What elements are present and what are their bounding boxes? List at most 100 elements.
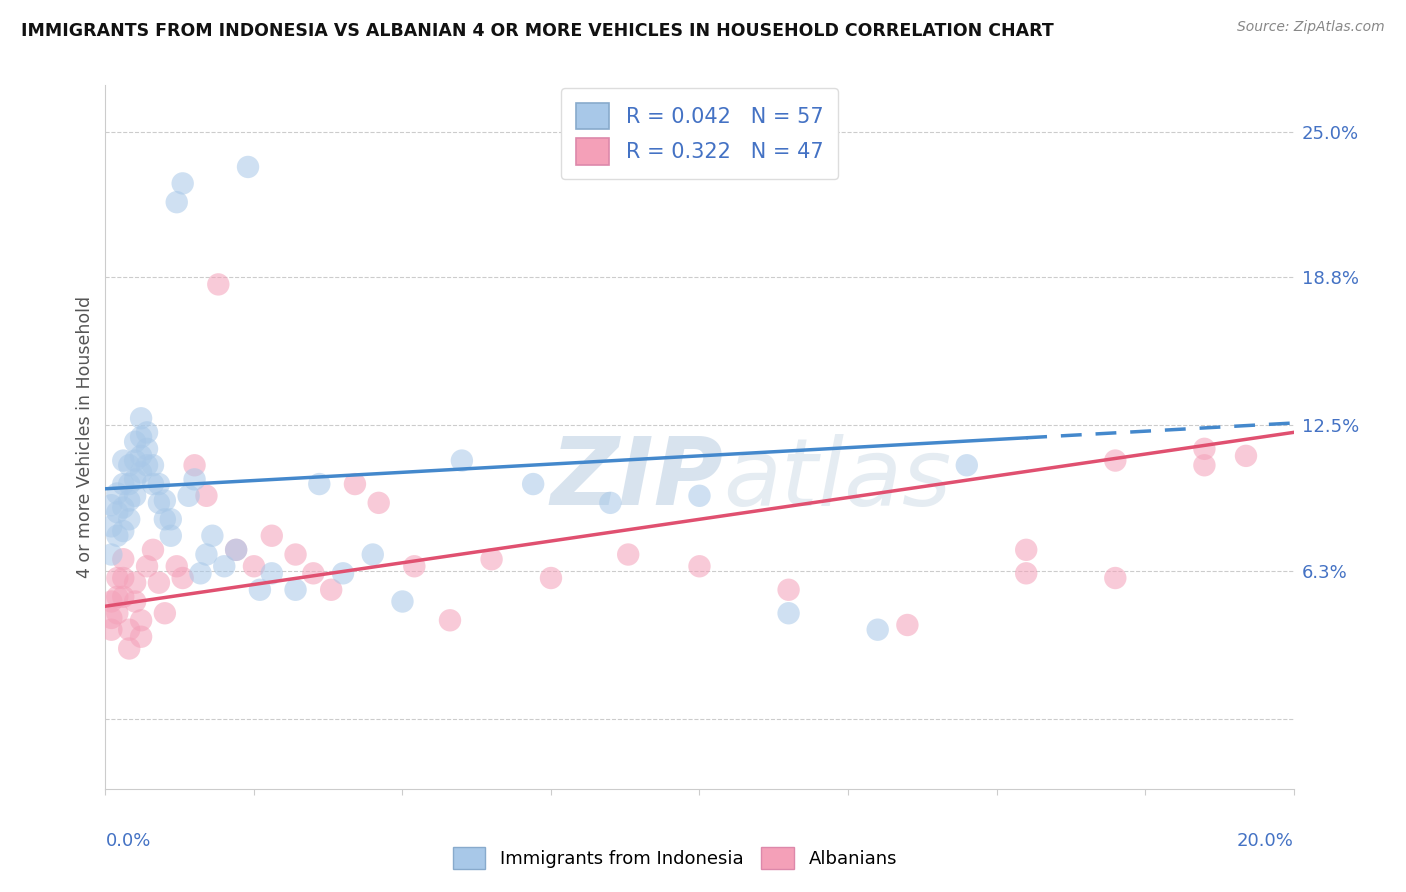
Point xyxy=(112,590,135,604)
Legend: R = 0.042   N = 57, R = 0.322   N = 47: R = 0.042 N = 57, R = 0.322 N = 47 xyxy=(561,88,838,179)
Point xyxy=(112,453,135,467)
Y-axis label: 4 or more Vehicles in Household: 4 or more Vehicles in Household xyxy=(76,296,94,578)
Point xyxy=(105,529,128,543)
Point xyxy=(166,195,188,210)
Point xyxy=(129,466,152,480)
Point xyxy=(124,453,146,467)
Point xyxy=(118,477,141,491)
Point xyxy=(302,566,325,581)
Point xyxy=(159,529,181,543)
Point xyxy=(148,496,170,510)
Point xyxy=(129,449,152,463)
Point xyxy=(367,496,389,510)
Point xyxy=(136,442,159,456)
Point xyxy=(112,500,135,515)
Point xyxy=(1104,571,1126,585)
Point xyxy=(896,618,918,632)
Point xyxy=(118,493,141,508)
Point xyxy=(105,590,128,604)
Point xyxy=(105,571,128,585)
Point xyxy=(124,575,146,590)
Point xyxy=(142,477,165,491)
Point xyxy=(159,512,181,526)
Point xyxy=(249,582,271,597)
Point xyxy=(243,559,266,574)
Point xyxy=(540,571,562,585)
Point xyxy=(1234,449,1257,463)
Point xyxy=(153,512,176,526)
Point xyxy=(190,566,212,581)
Point xyxy=(284,582,307,597)
Point xyxy=(177,489,200,503)
Legend: Immigrants from Indonesia, Albanians: Immigrants from Indonesia, Albanians xyxy=(446,839,904,876)
Text: IMMIGRANTS FROM INDONESIA VS ALBANIAN 4 OR MORE VEHICLES IN HOUSEHOLD CORRELATIO: IMMIGRANTS FROM INDONESIA VS ALBANIAN 4 … xyxy=(21,22,1054,40)
Point xyxy=(100,519,122,533)
Point xyxy=(129,430,152,444)
Point xyxy=(148,477,170,491)
Point xyxy=(124,594,146,608)
Point xyxy=(1104,453,1126,467)
Point xyxy=(956,458,979,473)
Point xyxy=(522,477,544,491)
Text: ZIP: ZIP xyxy=(550,434,723,525)
Text: 0.0%: 0.0% xyxy=(105,831,150,850)
Point xyxy=(129,411,152,425)
Point xyxy=(112,524,135,538)
Point xyxy=(153,493,176,508)
Point xyxy=(124,472,146,486)
Point xyxy=(148,575,170,590)
Point xyxy=(599,496,621,510)
Point xyxy=(1194,442,1216,456)
Text: atlas: atlas xyxy=(723,434,952,524)
Point xyxy=(136,458,159,473)
Text: Source: ZipAtlas.com: Source: ZipAtlas.com xyxy=(1237,20,1385,34)
Point xyxy=(361,548,384,562)
Point xyxy=(100,623,122,637)
Point xyxy=(105,505,128,519)
Point xyxy=(866,623,889,637)
Point xyxy=(183,458,205,473)
Point xyxy=(260,529,283,543)
Point xyxy=(166,559,188,574)
Point xyxy=(100,498,122,512)
Point xyxy=(1194,458,1216,473)
Point xyxy=(284,548,307,562)
Point xyxy=(778,607,800,621)
Point xyxy=(260,566,283,581)
Point xyxy=(689,489,711,503)
Point xyxy=(129,613,152,627)
Point xyxy=(332,566,354,581)
Point xyxy=(153,607,176,621)
Point xyxy=(236,160,259,174)
Point xyxy=(172,571,194,585)
Point xyxy=(778,582,800,597)
Text: 20.0%: 20.0% xyxy=(1237,831,1294,850)
Point xyxy=(404,559,426,574)
Point xyxy=(124,434,146,449)
Point xyxy=(129,630,152,644)
Point xyxy=(195,489,218,503)
Point xyxy=(118,623,141,637)
Point xyxy=(617,548,640,562)
Point xyxy=(207,277,229,292)
Point xyxy=(225,542,247,557)
Point xyxy=(201,529,224,543)
Point xyxy=(195,548,218,562)
Point xyxy=(118,458,141,473)
Point xyxy=(112,552,135,566)
Point xyxy=(112,571,135,585)
Point xyxy=(136,425,159,440)
Point xyxy=(100,594,122,608)
Point xyxy=(118,512,141,526)
Point xyxy=(481,552,503,566)
Point xyxy=(172,177,194,191)
Point xyxy=(308,477,330,491)
Point xyxy=(100,548,122,562)
Point xyxy=(142,458,165,473)
Point xyxy=(100,611,122,625)
Point xyxy=(450,453,472,467)
Point xyxy=(225,542,247,557)
Point xyxy=(183,472,205,486)
Point xyxy=(118,641,141,656)
Point xyxy=(1015,542,1038,557)
